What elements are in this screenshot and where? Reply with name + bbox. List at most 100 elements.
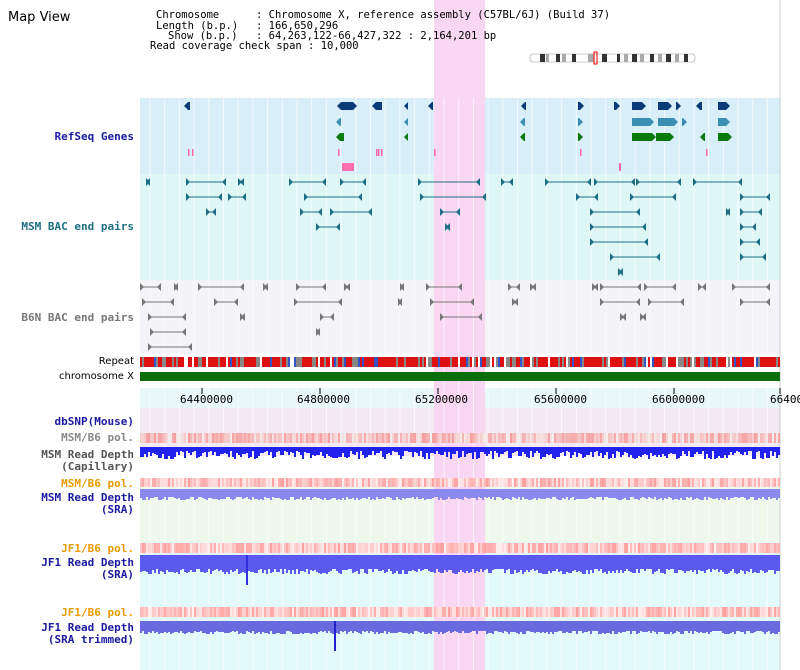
read-depth-bin — [296, 621, 298, 634]
polymorphism-bin — [732, 478, 734, 487]
read-depth-bin — [378, 447, 380, 453]
polymorphism-bin — [648, 478, 650, 487]
polymorphism-bin — [380, 433, 382, 443]
polymorphism-bin — [156, 433, 158, 443]
read-depth-bin — [680, 489, 682, 498]
polymorphism-bin — [320, 607, 322, 617]
polymorphism-bin — [410, 607, 412, 617]
read-depth-bin — [296, 555, 298, 569]
repeat-segment — [530, 357, 532, 367]
read-depth-bin — [498, 555, 500, 569]
read-depth-bin — [638, 447, 640, 456]
read-depth-bin — [664, 447, 666, 456]
bac-end — [446, 223, 450, 231]
repeat-segment — [640, 357, 642, 367]
read-depth-bin — [444, 447, 446, 452]
read-depth-bin — [290, 489, 292, 497]
read-depth-bin — [486, 489, 488, 498]
read-depth-bin — [298, 447, 300, 452]
polymorphism-bin — [760, 478, 762, 487]
read-depth-bin — [300, 555, 302, 571]
read-depth-bin — [596, 447, 598, 451]
polymorphism-bin — [502, 543, 504, 553]
read-depth-bin — [232, 621, 234, 631]
read-depth-bin — [286, 555, 288, 573]
polymorphism-bin — [246, 607, 248, 617]
read-depth-bin — [486, 621, 488, 634]
read-depth-bin — [436, 621, 438, 632]
read-depth-bin — [218, 447, 220, 456]
polymorphism-bin — [278, 433, 280, 443]
read-depth-bin — [442, 489, 444, 500]
polymorphism-bin — [434, 607, 436, 617]
read-depth-bin — [492, 447, 494, 459]
read-depth-bin — [170, 447, 172, 459]
polymorphism-bin — [766, 543, 768, 553]
read-depth-bin — [356, 489, 358, 498]
read-depth-bin — [188, 555, 190, 572]
repeat-segment — [362, 357, 364, 367]
polymorphism-bin — [182, 543, 184, 553]
read-depth-bin — [578, 489, 580, 499]
read-depth-bin — [622, 621, 624, 632]
msm-depth-sra-sub: (SRA) — [100, 503, 134, 516]
gene-glyph — [682, 118, 687, 126]
polymorphism-bin — [752, 433, 754, 443]
read-depth-bin — [386, 555, 388, 572]
polymorphism-bin — [490, 433, 492, 443]
read-depth-spike — [246, 555, 248, 585]
polymorphism-bin — [194, 433, 196, 443]
read-depth-bin — [528, 489, 530, 500]
repeat-segment — [256, 357, 258, 367]
repeat-segment — [714, 357, 716, 367]
read-depth-bin — [236, 621, 238, 631]
polymorphism-bin — [750, 478, 752, 487]
read-depth-bin — [362, 555, 364, 569]
read-depth-bin — [200, 555, 202, 572]
polymorphism-bin — [602, 433, 604, 443]
polymorphism-bin — [212, 433, 214, 443]
polymorphism-bin — [184, 433, 186, 443]
polymorphism-bin — [754, 478, 756, 487]
read-depth-bin — [232, 489, 234, 500]
read-depth-bin — [366, 489, 368, 499]
read-depth-bin — [720, 621, 722, 631]
repeat-segment — [496, 357, 498, 367]
polymorphism-bin — [174, 433, 176, 443]
polymorphism-bin — [414, 478, 416, 487]
repeat-segment — [686, 357, 688, 367]
polymorphism-bin — [202, 433, 204, 443]
bac-end — [440, 313, 444, 321]
read-depth-bin — [418, 555, 420, 569]
repeat-segment — [154, 357, 156, 367]
polymorphism-bin — [706, 433, 708, 443]
repeat-segment — [498, 357, 500, 367]
polymorphism-bin — [178, 607, 180, 617]
read-depth-bin — [574, 621, 576, 631]
polymorphism-bin — [428, 433, 430, 443]
polymorphism-bin — [210, 478, 212, 487]
polymorphism-bin — [776, 607, 778, 617]
read-depth-bin — [268, 621, 270, 634]
polymorphism-bin — [228, 433, 230, 443]
polymorphism-bin — [450, 433, 452, 443]
read-depth-bin — [538, 621, 540, 632]
read-depth-bin — [284, 621, 286, 634]
polymorphism-bin — [160, 607, 162, 617]
repeat-segment — [594, 357, 596, 367]
read-depth-bin — [760, 621, 762, 631]
read-depth-bin — [640, 489, 642, 498]
repeat-segment — [206, 357, 208, 367]
read-depth-bin — [510, 555, 512, 574]
read-depth-bin — [232, 447, 234, 457]
repeat-segment — [734, 357, 736, 367]
polymorphism-bin — [640, 433, 642, 443]
repeat-segment — [366, 357, 368, 367]
read-depth-bin — [752, 489, 754, 497]
polymorphism-bin — [666, 478, 668, 487]
polymorphism-bin — [550, 543, 552, 553]
read-depth-bin — [624, 555, 626, 571]
polymorphism-bin — [390, 478, 392, 487]
polymorphism-bin — [364, 607, 366, 617]
polymorphism-bin — [436, 543, 438, 553]
